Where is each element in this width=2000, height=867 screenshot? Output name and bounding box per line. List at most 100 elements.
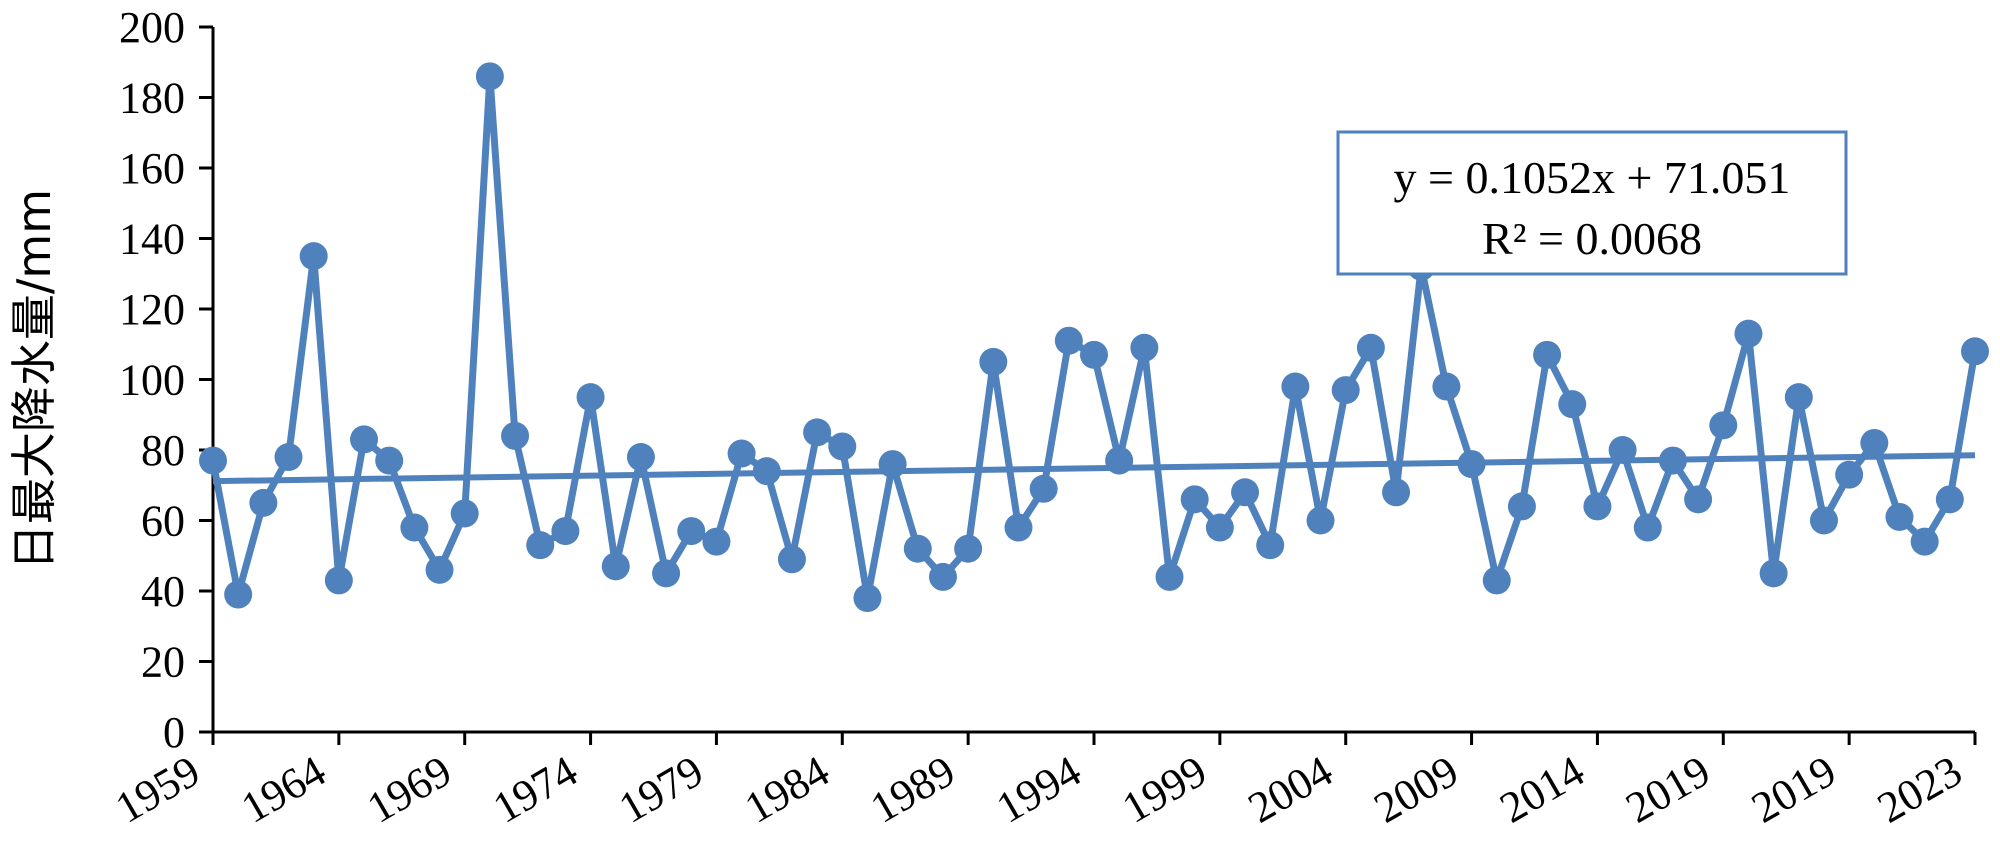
y-tick-label: 160 xyxy=(119,144,185,193)
data-point xyxy=(501,421,530,450)
data-point xyxy=(1482,566,1511,595)
data-point xyxy=(1205,513,1234,542)
data-points xyxy=(199,62,1989,613)
data-point xyxy=(777,545,806,574)
data-point xyxy=(1533,340,1562,369)
data-point xyxy=(400,513,429,542)
data-point xyxy=(1784,383,1813,412)
data-point xyxy=(1910,527,1939,556)
data-point xyxy=(954,534,983,563)
x-tick-label: 1994 xyxy=(988,746,1089,832)
data-point xyxy=(1558,390,1587,419)
data-point xyxy=(526,531,555,560)
data-point xyxy=(1633,513,1662,542)
data-point xyxy=(350,425,379,454)
x-tick-label: 2004 xyxy=(1240,746,1341,832)
y-tick-label: 100 xyxy=(119,356,185,405)
data-point xyxy=(1608,436,1637,464)
data-point xyxy=(1835,460,1864,489)
data-point xyxy=(1457,450,1486,479)
data-point xyxy=(1256,531,1285,560)
data-point xyxy=(853,584,882,613)
x-tick-label: 1984 xyxy=(737,746,838,832)
data-point xyxy=(979,347,1008,376)
y-axis-ticks: 0 20 40 60 80 100 120 140 160 180 200 xyxy=(119,3,213,757)
data-point xyxy=(1432,372,1461,401)
data-point xyxy=(828,432,857,461)
data-point xyxy=(450,499,479,528)
data-point xyxy=(1105,446,1134,475)
data-point xyxy=(324,566,353,595)
data-point xyxy=(1734,319,1763,348)
y-axis-label: 日最大降水量/mm xyxy=(7,189,61,570)
y-tick-label: 80 xyxy=(141,426,185,475)
data-point xyxy=(1029,474,1058,503)
data-point xyxy=(1658,446,1687,475)
data-point xyxy=(1080,340,1108,369)
trendline-equation: y = 0.1052x + 71.051 xyxy=(1394,152,1791,203)
data-point xyxy=(878,450,907,479)
x-tick-label: 2019 xyxy=(1743,746,1844,832)
data-point xyxy=(1935,485,1964,514)
y-tick-label: 20 xyxy=(141,638,185,687)
x-tick-label: 1974 xyxy=(485,746,586,832)
data-point xyxy=(1004,513,1033,542)
data-point xyxy=(1885,502,1914,531)
data-point xyxy=(928,562,957,591)
x-tick-label: 1959 xyxy=(107,746,208,832)
data-point xyxy=(1331,376,1360,405)
data-point xyxy=(551,517,580,546)
data-point xyxy=(1180,485,1209,514)
data-point xyxy=(702,527,731,556)
data-point xyxy=(299,242,328,271)
x-tick-label: 2023 xyxy=(1869,746,1970,832)
y-tick-label: 0 xyxy=(163,708,185,757)
y-tick-label: 200 xyxy=(119,3,185,52)
data-point xyxy=(752,457,781,486)
data-point xyxy=(601,552,630,581)
data-point xyxy=(1709,411,1738,440)
data-point xyxy=(576,383,605,412)
data-point xyxy=(475,62,504,91)
data-point xyxy=(1583,492,1612,521)
data-point xyxy=(1507,492,1536,521)
data-point xyxy=(903,534,932,563)
trendline-equation-box: y = 0.1052x + 71.051 R² = 0.0068 xyxy=(1336,130,1848,276)
data-point xyxy=(1054,326,1083,355)
data-point xyxy=(249,488,278,517)
data-point xyxy=(1961,337,1989,366)
x-axis-ticks: 1959 1964 1969 1974 1979 1984 1989 1994 1999 2004… xyxy=(107,732,1977,833)
y-tick-label: 60 xyxy=(141,497,185,546)
data-point xyxy=(1860,428,1889,457)
data-point xyxy=(274,443,303,472)
x-tick-label: 1989 xyxy=(862,746,963,832)
x-tick-label: 1999 xyxy=(1114,746,1215,832)
x-tick-label: 1969 xyxy=(359,746,460,832)
data-point xyxy=(1759,559,1788,588)
x-tick-label: 2014 xyxy=(1492,746,1593,832)
x-tick-label: 1979 xyxy=(611,746,712,832)
data-point xyxy=(1130,333,1159,362)
data-point xyxy=(425,555,454,584)
data-point xyxy=(1155,562,1184,591)
data-point xyxy=(1382,478,1411,507)
x-tick-label: 1964 xyxy=(233,746,334,832)
data-point xyxy=(1306,506,1335,535)
data-point xyxy=(677,517,706,546)
data-point xyxy=(224,580,253,609)
y-tick-label: 180 xyxy=(119,74,185,123)
data-point xyxy=(199,446,227,475)
data-point xyxy=(652,559,681,588)
equation-box-frame xyxy=(1336,130,1848,276)
data-point xyxy=(1281,372,1310,401)
data-point xyxy=(1809,506,1838,535)
data-point xyxy=(1356,333,1385,362)
data-point xyxy=(626,443,655,472)
data-point xyxy=(727,439,756,468)
data-point xyxy=(1684,485,1713,514)
x-tick-label: 2009 xyxy=(1366,746,1467,832)
y-tick-label: 40 xyxy=(141,567,185,616)
data-point xyxy=(1231,478,1260,507)
x-tick-label: 2019 xyxy=(1618,746,1719,832)
